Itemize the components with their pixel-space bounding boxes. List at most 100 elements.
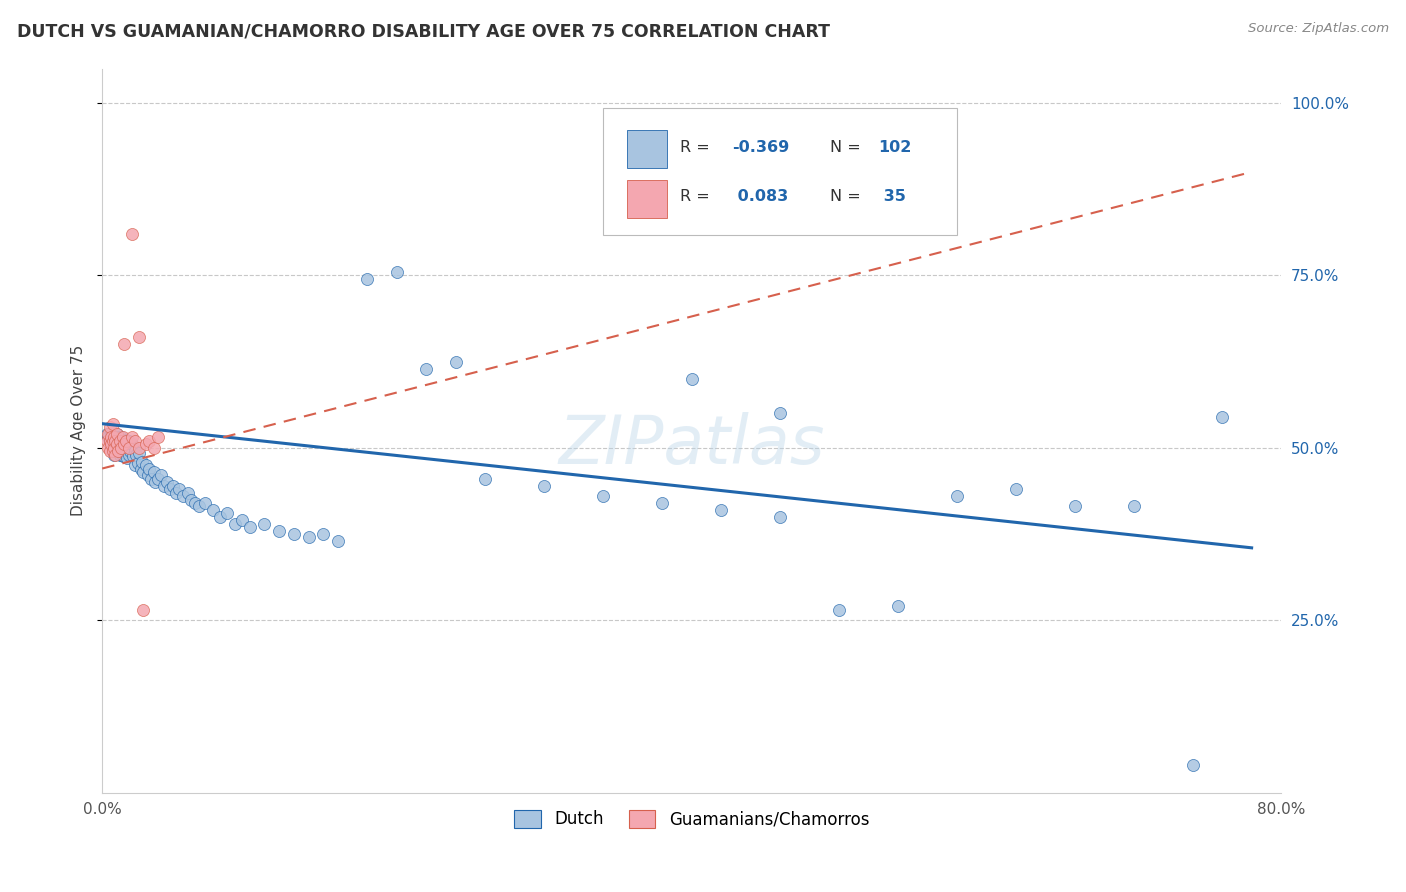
Point [98, 444, 121, 458]
Point [172, 489, 194, 503]
Point [129, 461, 152, 475]
Point [104, 430, 127, 444]
Point [100, 437, 122, 451]
Point [104, 434, 127, 448]
Point [159, 482, 181, 496]
Point [184, 496, 207, 510]
Point [139, 472, 162, 486]
Point [127, 456, 149, 470]
Point [167, 482, 190, 496]
FancyBboxPatch shape [627, 130, 666, 168]
Point [97, 427, 120, 442]
Point [101, 417, 124, 431]
Point [114, 433, 136, 447]
Text: N =: N = [830, 189, 860, 204]
Point [415, 361, 437, 376]
Point [103, 434, 125, 448]
Point [142, 465, 165, 479]
Point [124, 434, 146, 448]
Point [180, 492, 202, 507]
Point [444, 354, 467, 368]
Point [112, 441, 135, 455]
Point [100, 430, 122, 444]
Point [148, 472, 170, 486]
Point [96, 434, 118, 448]
Point [128, 441, 150, 455]
Point [681, 372, 703, 386]
Point [107, 441, 129, 455]
Point [121, 430, 143, 444]
Point [105, 427, 128, 442]
Point [121, 227, 143, 241]
Point [117, 451, 139, 466]
Point [124, 458, 146, 472]
Point [114, 446, 136, 460]
Point [97, 430, 120, 444]
Point [176, 485, 198, 500]
Point [188, 500, 211, 514]
Point [326, 533, 349, 548]
Point [239, 520, 262, 534]
Text: DUTCH VS GUAMANIAN/CHAMORRO DISABILITY AGE OVER 75 CORRELATION CHART: DUTCH VS GUAMANIAN/CHAMORRO DISABILITY A… [17, 22, 830, 40]
Point [1005, 482, 1028, 496]
Point [132, 465, 155, 479]
Point [710, 503, 733, 517]
Point [121, 437, 143, 451]
Point [124, 444, 146, 458]
Point [105, 427, 128, 442]
Point [105, 444, 128, 458]
Point [201, 503, 224, 517]
Point [101, 434, 124, 448]
Point [112, 337, 135, 351]
Point [533, 479, 555, 493]
Point [138, 461, 160, 475]
Point [107, 430, 129, 444]
Point [356, 272, 378, 286]
Point [108, 434, 131, 448]
Point [98, 434, 121, 448]
Point [98, 420, 121, 434]
Point [111, 437, 134, 451]
Text: 0.083: 0.083 [731, 189, 787, 204]
Point [142, 441, 165, 455]
Point [194, 496, 217, 510]
Point [217, 506, 239, 520]
Point [117, 437, 139, 451]
Point [253, 516, 276, 531]
Point [887, 599, 910, 614]
Point [112, 449, 135, 463]
Point [111, 449, 134, 463]
Point [769, 509, 792, 524]
Point [112, 434, 135, 448]
Point [769, 406, 792, 420]
Point [135, 458, 157, 472]
Point [97, 441, 120, 455]
Point [828, 603, 851, 617]
Point [112, 437, 135, 451]
Point [110, 430, 132, 444]
Point [143, 475, 166, 490]
Point [101, 444, 124, 458]
Point [946, 489, 969, 503]
Point [118, 434, 141, 448]
Point [1181, 758, 1204, 772]
Point [385, 265, 408, 279]
Point [114, 434, 136, 448]
Text: R =: R = [681, 189, 710, 204]
Point [474, 472, 496, 486]
Point [104, 448, 127, 462]
Point [101, 434, 124, 448]
Legend: Dutch, Guamanians/Chamorros: Dutch, Guamanians/Chamorros [508, 803, 876, 835]
Point [138, 434, 160, 448]
Text: R =: R = [681, 139, 710, 154]
Text: -0.369: -0.369 [731, 139, 789, 154]
Text: Source: ZipAtlas.com: Source: ZipAtlas.com [1249, 22, 1389, 36]
Point [101, 441, 124, 455]
FancyBboxPatch shape [603, 108, 957, 235]
Point [592, 489, 614, 503]
Point [100, 427, 122, 442]
Y-axis label: Disability Age Over 75: Disability Age Over 75 [72, 345, 86, 516]
Point [98, 437, 121, 451]
Point [125, 448, 148, 462]
Point [105, 434, 128, 448]
